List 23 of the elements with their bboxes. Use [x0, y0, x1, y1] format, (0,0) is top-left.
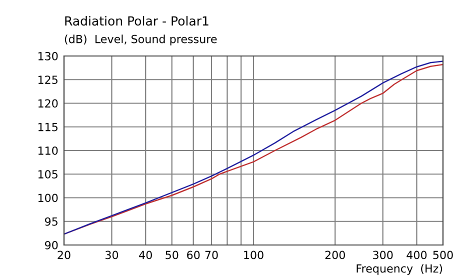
- x-tick-label: 30: [106, 250, 118, 260]
- y-tick-label: 110: [38, 146, 58, 155]
- y-tick-label: 120: [38, 99, 58, 108]
- x-tick-label: 20: [58, 250, 70, 260]
- x-axis-title: Frequency (Hz): [356, 264, 442, 275]
- x-tick-label: 70: [205, 250, 218, 260]
- x-tick-label: 40: [139, 250, 152, 260]
- x-tick-label: 300: [373, 250, 393, 260]
- chart-title: Radiation Polar - Polar1: [65, 16, 208, 26]
- chart-subtitle: (dB) Level, Sound pressure: [64, 34, 217, 46]
- x-tick-label: 50: [166, 250, 178, 260]
- y-tick-label: 115: [38, 122, 58, 132]
- x-tick-label: 100: [244, 250, 264, 260]
- y-tick-label: 90: [45, 240, 58, 250]
- y-tick-label: 125: [38, 76, 58, 84]
- x-tick-label: 200: [325, 250, 345, 260]
- y-tick-label: 130: [38, 52, 58, 60]
- x-tick-label: 500: [433, 250, 453, 260]
- y-tick-label: 95: [45, 217, 58, 226]
- y-tick-label: 100: [38, 194, 58, 202]
- x-tick-label: 60: [187, 250, 200, 260]
- y-tick-label: 105: [38, 170, 58, 179]
- x-tick-label: 400: [406, 250, 427, 260]
